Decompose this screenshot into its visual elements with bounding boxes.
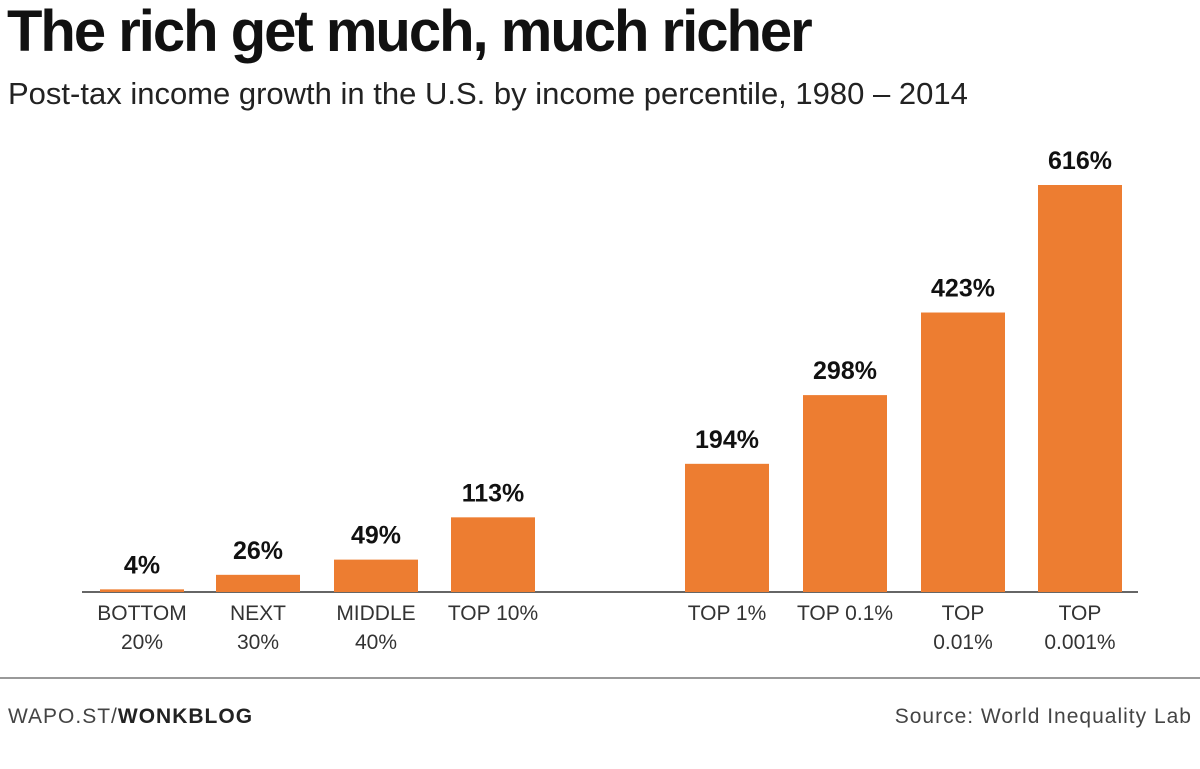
category-label-1-line-1: 30% — [237, 631, 279, 654]
labels-layer: 4% BOTTOM 20% 26% NEXT 30% 49% MIDDLE 40% 113% TOP… — [97, 147, 1115, 654]
value-label-0: 4% — [124, 551, 160, 579]
footer-credit[interactable]: WAPO.ST/WONKBLOG — [8, 705, 253, 729]
value-label-5: 298% — [813, 357, 877, 385]
bar-1 — [216, 574, 300, 592]
category-label-6-line-1: 0.01% — [933, 631, 993, 654]
category-label-5-line-0: TOP 0.1% — [797, 602, 893, 625]
bar-2 — [334, 559, 418, 592]
footer-credit-prefix: WAPO.ST/ — [8, 705, 118, 728]
bar-0 — [100, 589, 184, 592]
value-label-3: 113% — [462, 479, 525, 507]
bar-5 — [803, 395, 887, 592]
footer-credit-name: WONKBLOG — [117, 705, 254, 728]
category-label-7-line-0: TOP — [1059, 602, 1102, 625]
bar-6 — [921, 312, 1005, 592]
bar-4 — [685, 463, 769, 592]
bar-3 — [451, 517, 535, 592]
category-label-4-line-0: TOP 1% — [688, 602, 767, 625]
footer-divider — [0, 677, 1200, 679]
bar-chart: 4% BOTTOM 20% 26% NEXT 30% 49% MIDDLE 40% 113% TOP… — [82, 147, 1138, 654]
value-label-2: 49% — [351, 522, 401, 550]
value-label-7: 616% — [1048, 147, 1112, 175]
bars-layer — [100, 185, 1122, 592]
bar-7 — [1038, 185, 1122, 592]
category-label-2-line-1: 40% — [355, 631, 397, 654]
category-label-0-line-1: 20% — [121, 631, 163, 654]
category-label-1-line-0: NEXT — [230, 602, 286, 625]
category-label-7-line-1: 0.001% — [1044, 631, 1115, 654]
value-label-4: 194% — [695, 426, 759, 454]
value-label-6: 423% — [931, 275, 995, 303]
chart-subtitle: Post-tax income growth in the U.S. by in… — [8, 76, 968, 111]
value-label-1: 26% — [233, 537, 283, 565]
category-label-6-line-0: TOP — [942, 602, 985, 625]
footer-source: Source: World Inequality Lab — [894, 705, 1192, 728]
category-label-3-line-0: TOP 10% — [448, 602, 538, 625]
chart-title: The rich get much, much richer — [7, 0, 813, 64]
category-label-0-line-0: BOTTOM — [97, 602, 186, 625]
category-label-2-line-0: MIDDLE — [336, 602, 415, 625]
